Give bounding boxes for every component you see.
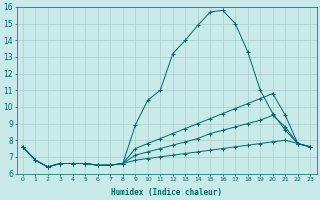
X-axis label: Humidex (Indice chaleur): Humidex (Indice chaleur) [111, 188, 222, 197]
